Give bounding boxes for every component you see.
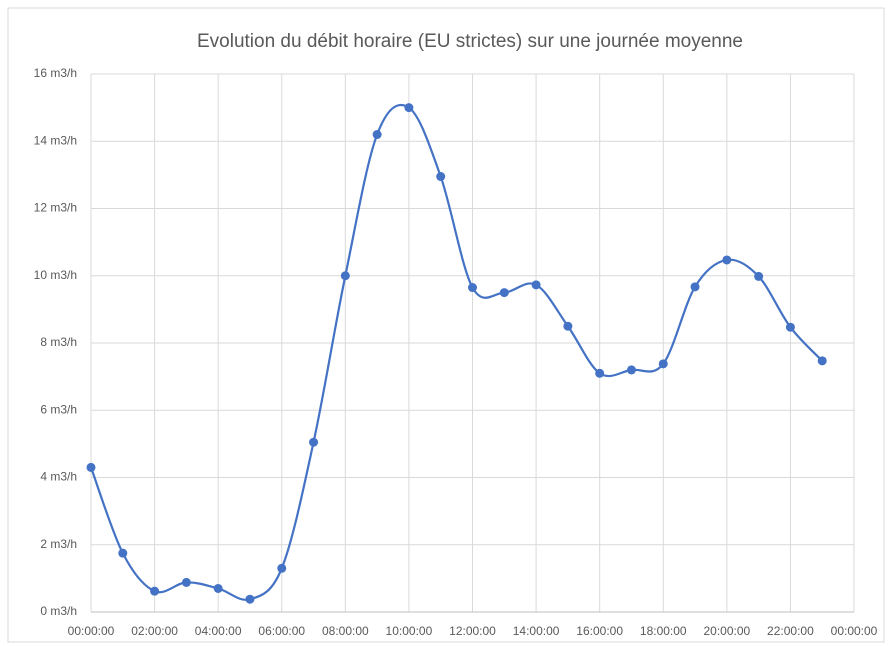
marker: [150, 586, 160, 596]
marker: [626, 365, 636, 375]
marker: [690, 282, 700, 292]
y-tick-label: 6 m3/h: [40, 402, 77, 416]
marker: [531, 280, 541, 290]
marker: [277, 563, 287, 573]
x-tick-label: 00:00:00: [831, 624, 878, 638]
y-tick-label: 2 m3/h: [40, 537, 77, 551]
x-tick-label: 04:00:00: [195, 624, 242, 638]
x-tick-label: 16:00:00: [576, 624, 623, 638]
marker: [595, 368, 605, 378]
chart-border: [7, 7, 885, 643]
marker: [181, 577, 191, 587]
y-tick-label: 4 m3/h: [40, 470, 77, 484]
marker: [817, 356, 827, 366]
marker: [468, 283, 477, 293]
marker: [436, 172, 446, 182]
marker: [658, 359, 668, 369]
marker: [86, 462, 96, 472]
x-tick-label: 02:00:00: [131, 624, 178, 638]
marker: [118, 548, 128, 558]
marker: [309, 437, 319, 447]
x-tick-label: 18:00:00: [640, 624, 687, 638]
y-tick-label: 14 m3/h: [34, 133, 77, 147]
x-tick-label: 22:00:00: [767, 624, 814, 638]
x-tick-label: 06:00:00: [258, 624, 305, 638]
marker: [563, 321, 573, 331]
marker: [499, 288, 509, 298]
x-tick-label: 00:00:00: [68, 624, 115, 638]
marker: [785, 322, 795, 332]
x-tick-label: 12:00:00: [449, 624, 496, 638]
y-tick-label: 10 m3/h: [34, 268, 77, 282]
x-tick-label: 08:00:00: [322, 624, 369, 638]
marker: [722, 255, 732, 265]
y-tick-label: 8 m3/h: [40, 335, 77, 349]
x-tick-label: 14:00:00: [513, 624, 560, 638]
marker: [754, 271, 764, 281]
marker: [340, 271, 350, 281]
chart-title: Evolution du débit horaire (EU strictes)…: [197, 31, 743, 52]
x-tick-label: 10:00:00: [386, 624, 433, 638]
y-tick-label: 16 m3/h: [34, 66, 77, 80]
marker: [404, 103, 414, 113]
y-tick-label: 0 m3/h: [40, 604, 77, 618]
marker: [372, 130, 382, 140]
y-tick-label: 12 m3/h: [34, 201, 77, 215]
marker: [245, 594, 255, 604]
marker: [213, 583, 223, 593]
x-tick-label: 20:00:00: [703, 624, 750, 638]
